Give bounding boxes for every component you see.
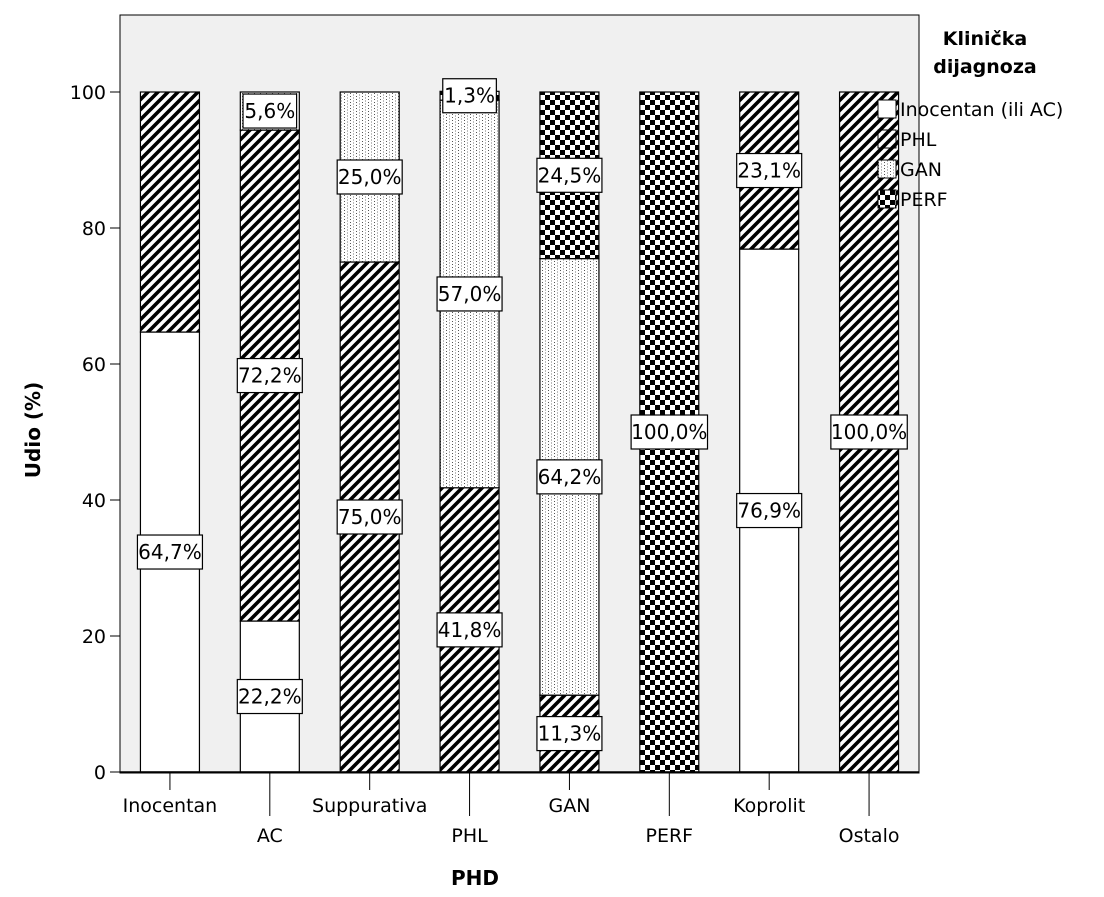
- data-label-box: [236, 678, 303, 715]
- legend-swatch: [877, 159, 897, 179]
- data-label-box: [136, 534, 204, 570]
- data-label-box: [736, 492, 803, 529]
- x-tick-label: PERF: [646, 825, 694, 847]
- data-label: 75,0%: [338, 505, 402, 529]
- data-label: 100,0%: [831, 420, 907, 444]
- data-label-box: [536, 715, 603, 752]
- data-label: 11,3%: [538, 722, 602, 746]
- data-label-box: [436, 276, 503, 312]
- y-tick-label: 80: [82, 218, 106, 240]
- legend-swatch: [877, 129, 897, 149]
- data-label-box: [630, 414, 709, 450]
- legend-swatch: [877, 99, 897, 119]
- x-tick-label: Suppurativa: [312, 795, 427, 817]
- data-label-box: [736, 152, 803, 189]
- data-label: 100,0%: [631, 420, 707, 444]
- x-axis-title: PHD: [451, 866, 499, 890]
- y-axis: 0 20 40 60 80 100: [70, 15, 121, 784]
- x-tick-label: Ostalo: [839, 825, 900, 847]
- y-axis-title: Udio (%): [21, 382, 45, 478]
- data-label-box: [236, 357, 303, 394]
- bar-segment: [139, 91, 201, 333]
- x-axis: Inocentan AC Suppurativa PHL GAN PERF Koprolit…: [120, 771, 919, 847]
- y-tick-label: 40: [82, 490, 106, 512]
- data-label-box: [536, 157, 603, 193]
- x-tick-label: Koprolit: [733, 795, 805, 817]
- x-tick-label: GAN: [548, 795, 590, 817]
- data-labels: 64,7% 22,2% 72,2% 5,6% 75,0% 25,0% 41,8% 57,0% 1…: [136, 78, 908, 752]
- data-label-box: [242, 93, 298, 129]
- legend-label: PERF: [900, 189, 948, 211]
- legend-swatch: [877, 189, 897, 209]
- data-label-box: [336, 499, 403, 535]
- data-label: 24,5%: [538, 163, 602, 187]
- data-label: 57,0%: [438, 282, 502, 306]
- data-label: 72,2%: [238, 364, 302, 388]
- data-label-box: [442, 78, 497, 114]
- data-label: 41,8%: [438, 618, 502, 642]
- legend-label: PHL: [900, 129, 937, 151]
- data-label: 5,6%: [244, 99, 295, 123]
- legend-label: GAN: [900, 159, 942, 181]
- data-label-box: [436, 612, 503, 648]
- legend-title: dijagnoza: [933, 56, 1037, 78]
- data-label: 64,7%: [138, 540, 202, 564]
- data-label: 25,0%: [338, 165, 402, 189]
- y-tick-label: 60: [82, 354, 106, 376]
- data-label: 76,9%: [737, 499, 801, 523]
- legend-label: Inocentan (ili AC): [900, 99, 1063, 121]
- data-label: 23,1%: [737, 159, 801, 183]
- data-label: 22,2%: [238, 685, 302, 709]
- data-label-box: [336, 159, 403, 195]
- y-tick-label: 100: [70, 82, 106, 104]
- x-tick-label: PHL: [451, 825, 488, 847]
- data-label: 64,2%: [538, 465, 602, 489]
- y-tick-label: 0: [94, 762, 106, 784]
- y-tick-label: 20: [82, 626, 106, 648]
- legend: Klinička dijagnoza Inocentan (ili AC) PHL…: [877, 28, 1063, 211]
- x-tick-label: AC: [257, 825, 283, 847]
- data-label-box: [830, 414, 908, 450]
- legend-title: Klinička: [943, 28, 1028, 50]
- x-tick-label: Inocentan: [123, 795, 218, 817]
- data-label-box: [536, 459, 603, 495]
- data-label: 1,3%: [444, 84, 495, 108]
